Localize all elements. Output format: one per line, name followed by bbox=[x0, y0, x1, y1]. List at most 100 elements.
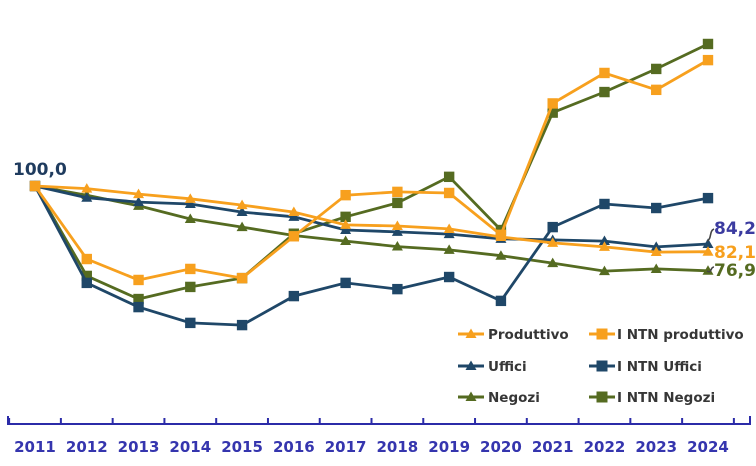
data-point-marker bbox=[547, 257, 559, 268]
data-point-marker bbox=[288, 206, 300, 217]
data-point-marker bbox=[133, 293, 144, 305]
x-axis-label-2016: 2016 bbox=[273, 438, 315, 456]
legend: Produttivo Uffici Negozi I NTN produttivo I … bbox=[458, 327, 744, 406]
end-value-label-produttivo: 82,1 bbox=[714, 243, 756, 263]
legend-item-i-ntn-uffici: I NTN Uffici bbox=[589, 359, 702, 375]
data-point-marker bbox=[81, 270, 92, 282]
series-line-uffici bbox=[34, 184, 709, 249]
data-point-marker bbox=[547, 237, 559, 247]
data-point-marker bbox=[702, 192, 714, 204]
data-point-marker bbox=[702, 265, 714, 275]
data-point-marker bbox=[547, 221, 558, 233]
data-point-marker bbox=[702, 238, 714, 248]
data-point-marker bbox=[702, 54, 714, 66]
end-value-label-uffici: 84,2 bbox=[714, 219, 756, 239]
data-point-marker bbox=[133, 188, 145, 199]
data-point-marker bbox=[650, 246, 662, 257]
data-point-marker bbox=[443, 271, 455, 283]
x-axis-label-2024: 2024 bbox=[687, 438, 729, 456]
data-point-marker bbox=[465, 391, 477, 401]
data-point-marker bbox=[495, 250, 507, 260]
data-point-marker bbox=[392, 197, 403, 209]
end-value-label-negozi: 76,9 bbox=[714, 261, 756, 281]
data-point-marker bbox=[236, 319, 248, 331]
data-point-marker bbox=[465, 360, 477, 370]
legend-label-i-ntn-produttivo: I NTN produttivo bbox=[617, 327, 744, 343]
data-point-marker bbox=[288, 231, 300, 242]
x-axis-label-2018: 2018 bbox=[377, 438, 419, 456]
data-point-marker bbox=[288, 211, 300, 221]
x-axis-label-2017: 2017 bbox=[325, 438, 367, 456]
data-point-marker bbox=[598, 265, 610, 276]
legend-label-i-ntn-negozi: I NTN Negozi bbox=[617, 390, 715, 406]
series-i-ntn-uffici bbox=[29, 180, 714, 331]
series-line-negozi bbox=[34, 184, 709, 273]
legend-item-produttivo: Produttivo bbox=[458, 327, 569, 343]
data-point-marker bbox=[443, 244, 455, 254]
data-point-marker bbox=[547, 107, 558, 118]
data-point-marker bbox=[236, 199, 248, 210]
legend-item-negozi: Negozi bbox=[458, 390, 540, 406]
data-point-marker bbox=[340, 189, 351, 201]
data-point-marker bbox=[599, 67, 610, 79]
data-point-marker bbox=[547, 98, 558, 109]
data-point-marker bbox=[651, 84, 662, 96]
data-point-marker bbox=[391, 220, 403, 231]
data-point-marker bbox=[598, 241, 610, 251]
data-point-marker bbox=[596, 360, 608, 372]
series-uffici bbox=[29, 180, 714, 251]
x-axis-label-2013: 2013 bbox=[118, 438, 160, 456]
data-point-marker bbox=[29, 180, 41, 190]
x-axis-label-2021: 2021 bbox=[532, 438, 574, 456]
data-point-marker bbox=[495, 295, 507, 307]
x-axis-label-2015: 2015 bbox=[221, 438, 263, 456]
data-point-marker bbox=[81, 277, 92, 289]
series-line-i-ntn-produttivo bbox=[33, 58, 709, 282]
data-point-marker bbox=[81, 192, 93, 202]
data-point-marker bbox=[340, 219, 352, 229]
data-point-marker bbox=[185, 317, 196, 329]
data-point-marker bbox=[391, 226, 403, 236]
data-point-marker bbox=[133, 301, 144, 313]
data-point-marker bbox=[133, 274, 144, 286]
data-point-marker bbox=[599, 198, 610, 210]
data-point-marker bbox=[133, 196, 145, 207]
legend-label-uffici: Uffici bbox=[488, 359, 527, 375]
data-point-marker bbox=[340, 224, 352, 235]
data-point-marker bbox=[184, 198, 196, 208]
legend-item-i-ntn-negozi: I NTN Negozi bbox=[589, 390, 715, 406]
data-point-marker bbox=[392, 186, 403, 198]
data-point-marker bbox=[443, 228, 455, 239]
data-point-marker bbox=[340, 211, 351, 223]
data-point-marker bbox=[596, 391, 608, 403]
data-point-marker bbox=[392, 283, 403, 295]
data-point-marker bbox=[81, 183, 93, 193]
series-line-produttivo bbox=[34, 184, 709, 254]
series-produttivo bbox=[29, 180, 714, 257]
data-point-marker bbox=[702, 38, 714, 50]
data-point-marker bbox=[651, 63, 662, 75]
x-axis-label-2019: 2019 bbox=[428, 438, 470, 456]
series-i-ntn-negozi bbox=[29, 38, 714, 305]
legend-label-produttivo: Produttivo bbox=[488, 327, 569, 343]
series-line-i-ntn-negozi bbox=[33, 42, 709, 301]
data-point-marker bbox=[184, 193, 196, 203]
end-label-leaders bbox=[700, 228, 715, 273]
data-point-marker bbox=[81, 253, 92, 265]
baseline-value-label: 100,0 bbox=[13, 160, 67, 180]
data-point-marker bbox=[465, 328, 477, 338]
x-axis-label-2012: 2012 bbox=[66, 438, 108, 456]
data-point-marker bbox=[596, 328, 608, 340]
legend-item-i-ntn-produttivo: I NTN produttivo bbox=[589, 327, 744, 343]
data-point-marker bbox=[443, 171, 455, 183]
data-point-marker bbox=[650, 263, 662, 273]
x-axis-label-2014: 2014 bbox=[169, 438, 211, 456]
series-line-i-ntn-uffici bbox=[33, 185, 709, 327]
x-axis-label-2023: 2023 bbox=[635, 438, 677, 456]
x-axis-label-2011: 2011 bbox=[14, 438, 56, 456]
x-axis-label-2022: 2022 bbox=[584, 438, 626, 456]
data-point-marker bbox=[236, 221, 248, 232]
data-point-marker bbox=[651, 202, 662, 214]
